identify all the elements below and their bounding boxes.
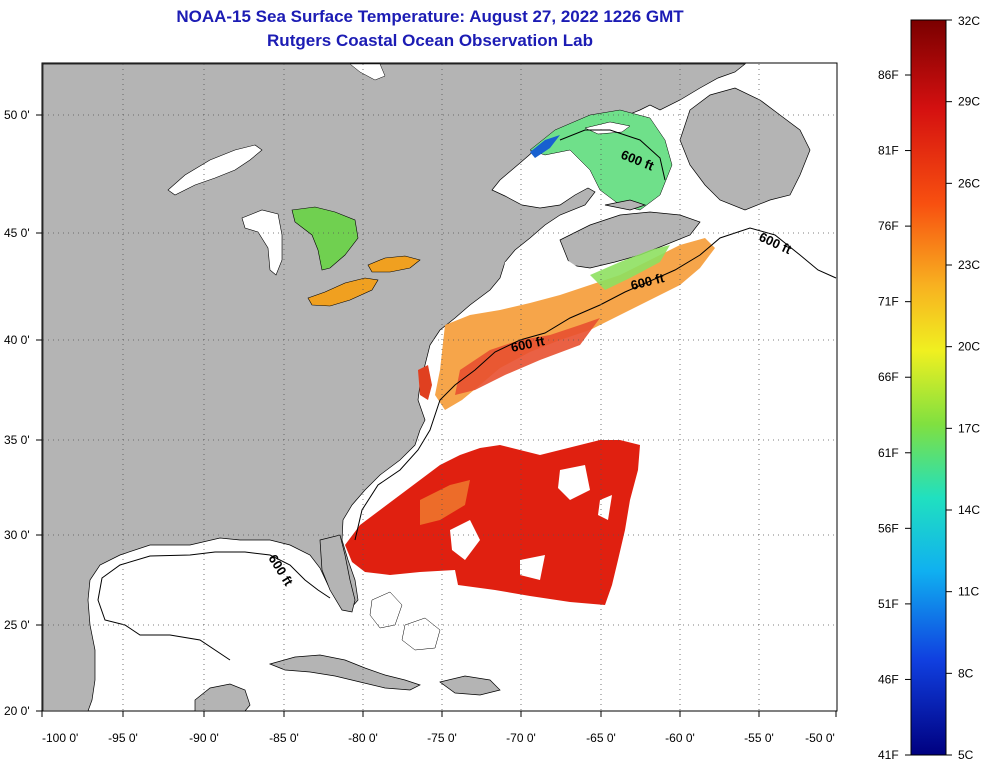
lake-huron	[291, 206, 359, 271]
gulf-of-maine	[500, 250, 585, 300]
lon-label: -95 0'	[108, 731, 138, 745]
lat-label: 50 0'	[4, 108, 30, 122]
colorbar-fahrenheit-label: 46F	[878, 672, 899, 686]
map-subtitle: Rutgers Coastal Ocean Observation Lab	[267, 31, 593, 50]
colorbar-celsius-label: 11C	[958, 585, 979, 599]
lake-ontario	[367, 255, 421, 273]
sst-shelf-band	[435, 238, 715, 410]
colorbar-celsius-label: 20C	[958, 340, 980, 354]
colorbar-fahrenheit-label: 76F	[878, 219, 899, 233]
lon-label: -100 0'	[42, 731, 78, 745]
bahamas-banks	[369, 591, 441, 651]
lon-label: -90 0'	[189, 731, 219, 745]
lon-label: -65 0'	[586, 731, 616, 745]
colorbar-fahrenheit-label: 56F	[878, 521, 899, 535]
map-title: NOAA-15 Sea Surface Temperature: August …	[176, 7, 684, 26]
graticule	[43, 64, 836, 710]
land-yucatan	[194, 683, 251, 712]
colorbar-celsius-label: 5C	[958, 748, 974, 762]
land-pei	[604, 199, 647, 211]
lat-label: 45 0'	[4, 226, 30, 240]
lon-label: -55 0'	[744, 731, 774, 745]
st-lawrence-contour	[559, 129, 666, 181]
land-hispaniola	[439, 675, 501, 696]
land-nova-scotia	[559, 211, 701, 269]
colorbar-fahrenheit-label: 51F	[878, 597, 899, 611]
lake-erie	[307, 277, 379, 307]
atlantic-contour	[354, 227, 837, 541]
land-newfoundland	[679, 87, 811, 211]
colorbar-celsius-label: 32C	[958, 14, 980, 28]
lon-label: -80 0'	[348, 731, 378, 745]
anticosti-island	[584, 121, 631, 135]
sst-gulf-stream-mid	[420, 480, 470, 525]
lat-label: 35 0'	[4, 433, 30, 447]
sst-chesapeake	[418, 365, 432, 400]
colorbar-celsius-label: 23C	[958, 258, 980, 272]
colorbar-fahrenheit-label: 66F	[878, 370, 899, 384]
lon-label: -60 0'	[665, 731, 695, 745]
gulf-contour	[97, 551, 331, 661]
colorbar-fahrenheit-label: 41F	[878, 748, 899, 762]
cloud-gaps	[450, 465, 612, 580]
colorbar	[910, 19, 947, 756]
hudson-bay-edge	[349, 63, 386, 81]
lat-label: 20 0'	[4, 704, 30, 718]
latitude-labels: 50 0' 45 0' 40 0' 35 0' 30 0' 25 0' 20 0'	[4, 108, 42, 718]
lon-label: -85 0'	[269, 731, 299, 745]
sst-shelf-warm	[455, 318, 600, 395]
lake-superior	[167, 144, 263, 196]
land-florida	[319, 534, 356, 613]
lake-michigan	[241, 209, 283, 276]
lat-label: 25 0'	[4, 618, 30, 632]
lon-label: -75 0'	[427, 731, 457, 745]
longitude-labels: -100 0' -95 0' -90 0' -85 0' -80 0' -75 0' -70…	[41, 711, 837, 745]
colorbar-celsius-label: 26C	[958, 176, 980, 190]
st-lawrence-estuary	[530, 135, 560, 158]
lon-label: -70 0'	[506, 731, 536, 745]
lat-label: 40 0'	[4, 333, 30, 347]
colorbar-fahrenheit-label: 81F	[878, 144, 899, 158]
lat-label: 30 0'	[4, 528, 30, 542]
contour-label-4: 600 ft	[510, 333, 547, 355]
colorbar-ticks: 32C 29C 26C 23C 20C 17C 14C 11C 8C 5C 86F 81F 76F 71F…	[878, 14, 980, 762]
colorbar-fahrenheit-label: 86F	[878, 68, 899, 82]
colorbar-fahrenheit-label: 71F	[878, 295, 899, 309]
colorbar-fahrenheit-label: 61F	[878, 446, 899, 460]
colorbar-celsius-label: 29C	[958, 95, 980, 109]
land-cuba	[268, 654, 421, 691]
sst-shelf-cool	[590, 245, 670, 290]
colorbar-celsius-label: 14C	[958, 503, 980, 517]
lon-label: -50 0'	[805, 731, 835, 745]
colorbar-celsius-label: 8C	[958, 666, 974, 680]
colorbar-celsius-label: 17C	[958, 421, 980, 435]
